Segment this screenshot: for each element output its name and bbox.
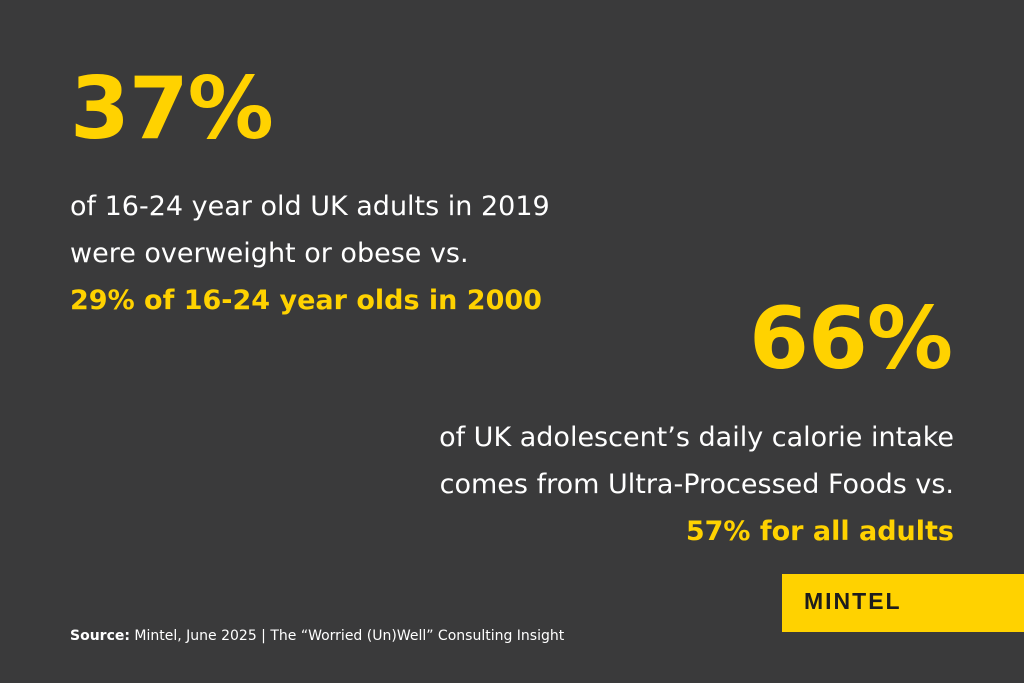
stat-1-comparison: 29% of 16-24 year olds in 2000: [70, 285, 542, 316]
source-text: Mintel, June 2025 | The “Worried (Un)Wel…: [129, 628, 565, 644]
logo-text: MINTEL: [804, 588, 902, 614]
stat-2-line-1: of UK adolescent’s daily calorie intake: [439, 422, 954, 453]
mintel-logo: MINTEL: [782, 574, 1024, 632]
stat-1-description: of 16-24 year old UK adults in 2019 were…: [70, 183, 630, 324]
source-label: Source:: [70, 628, 130, 644]
stat-2-line-2: comes from Ultra-Processed Foods vs.: [439, 469, 954, 500]
stat-1-line-1: of 16-24 year old UK adults in 2019: [70, 191, 550, 222]
stat-2-description: of UK adolescent’s daily calorie intake …: [334, 414, 954, 555]
stat-1-line-2: were overweight or obese vs.: [70, 238, 469, 269]
stat-2-value: 66%: [749, 289, 953, 389]
source-citation: Source: Mintel, June 2025 | The “Worried…: [70, 628, 564, 644]
stat-1-value: 37%: [70, 59, 274, 159]
stat-2-comparison: 57% for all adults: [685, 516, 954, 547]
